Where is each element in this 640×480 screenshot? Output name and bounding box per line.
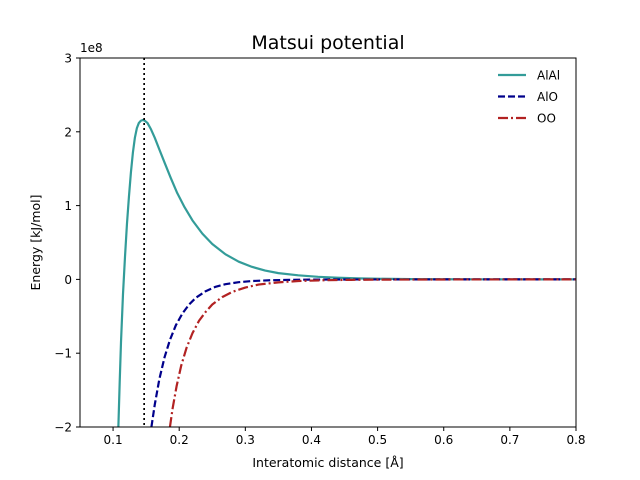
x-tick-label: 0.5 <box>368 433 387 447</box>
x-axis-label: Interatomic distance [Å] <box>252 455 403 470</box>
y-tick-label: 0 <box>64 273 72 287</box>
series-layer <box>117 118 576 427</box>
x-tick-label: 0.4 <box>302 433 321 447</box>
legend-label-alo: AlO <box>537 90 558 104</box>
y-tick-label: 3 <box>64 52 72 66</box>
y-axis-ticks: −2 −1 0 1 2 3 <box>54 52 80 435</box>
x-axis-ticks: 0.1 0.2 0.3 0.4 0.5 0.6 0.7 0.8 <box>104 427 586 447</box>
series-line-alal <box>117 118 576 427</box>
legend: AlAl AlO OO <box>498 69 560 126</box>
x-tick-label: 0.6 <box>434 433 453 447</box>
y-tick-label: −2 <box>54 421 72 435</box>
x-tick-label: 0.8 <box>566 433 585 447</box>
series-line-oo <box>168 278 576 427</box>
x-tick-label: 0.2 <box>170 433 189 447</box>
chart-title: Matsui potential <box>251 32 404 54</box>
x-tick-label: 0.1 <box>104 433 123 447</box>
series-line-alo <box>150 278 576 427</box>
y-tick-label: −1 <box>54 347 72 361</box>
y-tick-label: 1 <box>64 199 72 213</box>
y-tick-label: 2 <box>64 125 72 139</box>
x-tick-label: 0.7 <box>500 433 519 447</box>
x-tick-label: 0.3 <box>236 433 255 447</box>
y-offset-text: 1e8 <box>80 41 103 55</box>
y-axis-label: Energy [kJ/mol] <box>28 195 43 291</box>
legend-label-oo: OO <box>537 112 556 126</box>
legend-label-alal: AlAl <box>537 69 560 83</box>
plot-frame <box>79 57 577 428</box>
